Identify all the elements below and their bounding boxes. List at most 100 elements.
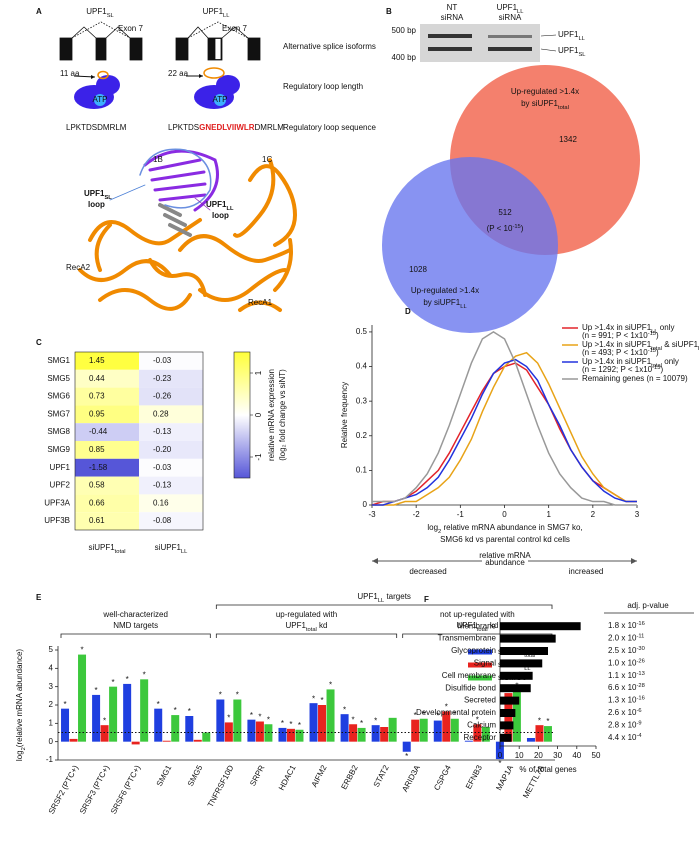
text-segment: log [15,750,24,761]
line-series [371,362,637,506]
subscript: SL [578,52,585,58]
subscript: LL [578,36,584,42]
venn-label: by siUPF1LL [423,298,466,309]
y-tick-label: Receptor [464,733,497,742]
exon-label: Exon 7 [118,24,143,33]
bar [295,729,304,742]
x-tick-label: SRSF2 (PTC+) [47,763,80,815]
subscript: LL [181,549,187,555]
significance-star: * [174,706,177,715]
panel-letter: A [36,7,42,16]
x-tick-label: AIFM2 [310,763,329,789]
gene-diagram-sl [59,21,143,61]
row-label: UPF2 [50,481,71,490]
cell-label: 0.73 [89,392,105,401]
significance-star: * [476,715,479,724]
row-label: Regulatory loop sequence [283,123,377,132]
subscript: total [558,105,569,111]
colorbar-tick-label: 0 [254,412,263,417]
bar [500,696,520,705]
venn-count: 1028 [409,265,427,274]
y-tick-label: Transmembrane [438,634,497,643]
domain-label: RecA1 [248,298,273,307]
bar [500,647,548,655]
legend-swatch [468,649,492,655]
bar [419,718,428,742]
heatmap-cell [139,352,203,370]
subscript: LL [524,666,530,672]
bar [123,683,132,742]
legend-label: Up >1.4x in siUPF1total only [582,357,679,368]
x-tick-label: ARID3A [400,763,422,793]
text-segment: (n = 991; P < 1x10 [582,331,648,340]
x-tick-label: EFNB3 [464,763,484,790]
heatmap-cell [75,423,139,441]
text-segment: targets [384,592,411,601]
subscript: 2 [21,747,27,750]
bar [286,728,295,742]
supergroup-bracket [215,604,553,609]
bar [473,724,482,742]
superscript: -15 [652,365,660,371]
heatmap-cell [139,476,203,495]
superscript: -9 [636,720,641,726]
group-bracket [60,633,211,638]
bar [371,725,380,742]
bar [78,654,87,742]
significance-star: * [329,681,332,690]
significance-star: * [236,691,239,700]
superscript: -16 [636,695,644,701]
significance-star: * [219,691,222,700]
row-label: UPF3A [44,498,70,507]
significance-star: * [498,759,501,768]
significance-star: * [95,686,98,695]
venn-set [382,157,558,333]
cell-label: -0.03 [153,356,172,365]
axis-note: increased [569,567,604,576]
subscript: LL [651,329,657,335]
text-segment: ) [660,365,663,374]
subscript: total [306,627,317,633]
group-label: UPF1total kd [286,621,328,632]
significance-star: * [103,716,106,725]
bar [402,741,411,752]
lane-label: siRNA [499,13,522,22]
text-segment: UPF1 [558,30,579,39]
cell-label: -0.23 [153,374,172,383]
heatmap-cell [139,405,203,424]
text-segment: log [427,523,438,532]
row-label: Regulatory loop length [283,82,363,91]
loop-sequence: LPKTDSGNEDLVIIWLRDMRLM [168,123,284,132]
p-value: 2.8 x 10-9 [608,720,642,730]
significance-star: * [405,752,408,761]
y-tick-label: Glycoprotein [451,646,496,655]
bar [202,732,211,742]
x-tick-label: 50 [592,751,601,760]
bar [411,719,420,742]
significance-star: * [267,715,270,724]
abundance-arrow [372,552,637,567]
legend-label: (n = 991; P < 1x10-15) [582,331,659,341]
text-segment: 2.5 x 10 [608,646,637,655]
x-tick-label: SMG1 [155,763,174,788]
subscript: SL [107,13,114,19]
heatmap-cell [75,441,139,459]
superscript: -13 [636,670,644,676]
p-value: 2.0 x 10-11 [608,633,644,643]
cell-label: 0.66 [89,498,105,507]
x-tick-label: -2 [413,510,421,519]
x-tick-label: -1 [457,510,465,519]
bar [442,711,451,742]
p-value: 6.6 x 10-28 [608,683,645,693]
axis-note: abundance [485,558,525,567]
bar [216,699,225,742]
text-segment: (n = 493; P < 1x10 [582,348,648,357]
venn-label: Up-regulated >1.4x [411,286,479,295]
significance-star: * [352,715,355,724]
x-tick-label: 0 [498,751,503,760]
bar [140,679,149,742]
significance-star: * [281,719,284,728]
atp-label: ATP [93,95,108,104]
significance-star: * [289,720,292,729]
